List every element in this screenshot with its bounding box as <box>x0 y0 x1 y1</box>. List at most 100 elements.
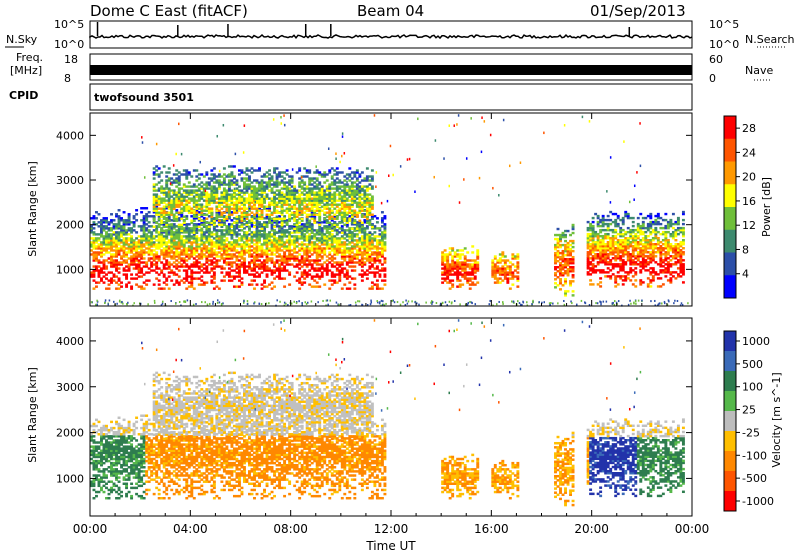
power-cell <box>212 237 216 240</box>
power-cell <box>232 227 236 230</box>
power-cell <box>182 235 186 238</box>
power-cell <box>591 238 595 242</box>
power-cell <box>185 231 189 234</box>
power-cell <box>298 185 302 188</box>
power-cell <box>210 239 214 242</box>
power-cell <box>210 253 214 256</box>
power-cell <box>473 261 477 264</box>
power-cell <box>245 191 249 194</box>
power-cell <box>358 209 362 212</box>
power-cell <box>343 207 347 210</box>
power-cell <box>365 211 369 214</box>
power-cell <box>601 269 605 272</box>
power-cell <box>355 249 359 252</box>
power-cell <box>200 173 204 176</box>
power-cell <box>295 197 299 200</box>
power-cell <box>110 253 113 256</box>
power-cell <box>268 283 271 286</box>
power-cell <box>461 253 465 256</box>
power-cell <box>298 195 302 198</box>
power-cell <box>92 221 96 224</box>
power-cell <box>365 217 369 220</box>
power-cell <box>165 259 169 262</box>
power-cell <box>313 249 317 252</box>
power-cell <box>157 207 161 210</box>
power-cell <box>308 223 312 226</box>
power-cell <box>594 249 598 252</box>
power-cell <box>202 283 206 286</box>
power-cell <box>167 261 171 264</box>
power-cell <box>506 267 510 270</box>
power-cell <box>559 255 562 259</box>
power-cell <box>278 211 282 214</box>
power-cell <box>202 213 206 216</box>
power-cell <box>591 216 595 220</box>
power-cell <box>172 181 176 184</box>
power-cell <box>215 255 219 258</box>
power-cell <box>127 245 131 248</box>
power-cell <box>232 197 236 200</box>
power-cell <box>273 191 277 194</box>
power-cell <box>323 203 327 206</box>
power-cell <box>248 169 251 172</box>
power-cell <box>503 271 507 274</box>
power-cell <box>165 217 169 220</box>
power-cell <box>343 175 347 178</box>
power-cell <box>165 283 169 286</box>
power-cell <box>100 271 103 274</box>
power-cell <box>333 217 337 220</box>
power-cell <box>310 189 314 192</box>
power-cell <box>207 233 211 236</box>
power-cell <box>215 211 219 214</box>
power-cell <box>626 277 630 280</box>
power-cell <box>335 203 339 206</box>
power-cell <box>606 275 610 278</box>
power-cell <box>491 269 495 272</box>
power-cell <box>137 263 141 266</box>
power-cell <box>375 271 379 274</box>
power-cell <box>596 261 600 264</box>
power-cell <box>263 233 266 236</box>
power-cell <box>383 237 387 240</box>
power-cell <box>348 247 352 250</box>
power-cell <box>338 261 342 264</box>
power-cell <box>310 213 314 216</box>
power-cell <box>554 278 557 281</box>
power-cell <box>180 223 184 226</box>
power-cell <box>368 287 372 290</box>
power-cell <box>569 253 572 257</box>
power-cell <box>345 223 349 226</box>
power-cell <box>170 207 174 210</box>
power-cell <box>230 279 234 282</box>
power-cell <box>363 191 367 194</box>
power-cell <box>569 233 572 237</box>
power-cell <box>190 247 194 250</box>
power-cell <box>363 197 367 200</box>
power-cell <box>626 226 630 230</box>
power-cell <box>290 263 294 266</box>
power-cell <box>378 253 382 256</box>
power-cell <box>135 243 139 246</box>
freq-left-label-2: [MHz] <box>10 64 42 77</box>
power-cell <box>105 241 108 244</box>
power-cell <box>165 203 169 206</box>
power-cell <box>117 233 121 236</box>
power-cell <box>248 207 251 210</box>
power-cell <box>571 227 575 231</box>
power-cell <box>273 277 277 280</box>
power-cell <box>363 257 367 260</box>
power-cell <box>167 189 171 192</box>
power-cell <box>197 261 201 264</box>
power-cell <box>619 226 623 230</box>
power-cell <box>609 251 613 254</box>
power-cell <box>323 261 327 264</box>
power-cell <box>263 225 266 228</box>
power-cell <box>230 245 234 248</box>
power-cell <box>100 261 103 264</box>
power-cell <box>340 229 344 232</box>
power-cell <box>310 259 314 262</box>
power-cell <box>273 241 277 244</box>
power-cell <box>586 232 590 236</box>
power-cell <box>496 271 500 274</box>
power-cell <box>258 209 261 212</box>
